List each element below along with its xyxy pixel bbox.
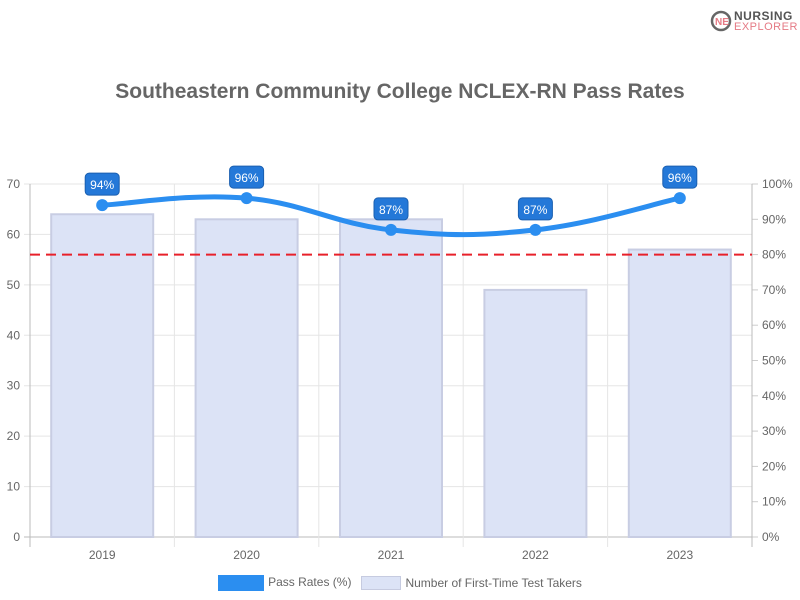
- data-label: 87%: [523, 203, 547, 217]
- right-tick-label: 10%: [762, 495, 786, 509]
- left-tick-label: 10: [7, 480, 21, 494]
- pass-rate-point-2019: [96, 199, 109, 212]
- data-label: 94%: [90, 178, 114, 192]
- right-tick-label: 90%: [762, 212, 786, 226]
- x-tick-label: 2019: [89, 548, 116, 562]
- pass-rate-point-2021: [385, 223, 397, 236]
- right-tick-label: 0%: [762, 530, 780, 544]
- x-tick-label: 2020: [233, 548, 260, 562]
- bar-2020: [194, 218, 299, 539]
- data-label-box: [662, 165, 698, 189]
- left-tick-label: 20: [7, 429, 21, 443]
- legend: Pass Rates (%) Number of First-Time Test…: [0, 575, 800, 591]
- legend-label: Number of First-Time Test Takers: [405, 575, 582, 590]
- data-label-box: [517, 197, 553, 221]
- x-tick-label: 2022: [522, 548, 549, 562]
- legend-label: Pass Rates (%): [268, 575, 352, 590]
- right-tick-label: 30%: [762, 424, 786, 438]
- nursing-explorer-logo: NE NURSING EXPLORER: [710, 8, 798, 34]
- left-tick-label: 40: [7, 328, 21, 342]
- data-label-box: [84, 172, 120, 196]
- pass-rate-point-2023: [673, 192, 686, 205]
- legend-item-test-takers[interactable]: Number of First-Time Test Takers: [361, 575, 582, 591]
- pass-rate-point-2022: [529, 223, 542, 236]
- left-tick-label: 30: [7, 379, 21, 393]
- left-tick-label: 50: [7, 278, 21, 292]
- right-tick-label: 60%: [762, 318, 786, 332]
- bar-2021: [339, 218, 443, 539]
- bar-2019: [50, 213, 155, 538]
- x-tick-label: 2023: [666, 548, 693, 562]
- pass-rate-point-2020: [240, 192, 253, 205]
- data-label: 87%: [379, 203, 403, 217]
- x-tick-label: 2021: [378, 548, 405, 562]
- right-tick-label: 20%: [762, 459, 786, 473]
- right-tick-label: 50%: [762, 354, 786, 368]
- right-tick-label: 70%: [762, 283, 786, 297]
- right-tick-label: 40%: [762, 389, 786, 403]
- data-label-box: [373, 197, 409, 221]
- right-tick-label: 100%: [762, 177, 793, 191]
- bar-2023: [627, 248, 732, 539]
- data-label: 96%: [668, 171, 692, 185]
- left-tick-label: 0: [13, 530, 20, 544]
- left-tick-label: 70: [7, 177, 21, 191]
- legend-item-pass-rates[interactable]: Pass Rates (%): [218, 575, 351, 591]
- chart-title: Southeastern Community College NCLEX-RN …: [115, 80, 685, 103]
- svg-text:NE: NE: [715, 17, 729, 28]
- left-tick-label: 60: [7, 227, 21, 241]
- logo-text-2: EXPLORER: [734, 21, 798, 33]
- logo-icon: NE: [710, 10, 732, 32]
- right-tick-label: 80%: [762, 248, 786, 262]
- bar-2022: [483, 288, 588, 538]
- data-label-box: [229, 165, 265, 189]
- legend-swatch: [361, 576, 402, 591]
- legend-swatch: [218, 575, 265, 591]
- logo-text-1: NURSING: [734, 9, 793, 23]
- data-label: 96%: [235, 171, 259, 185]
